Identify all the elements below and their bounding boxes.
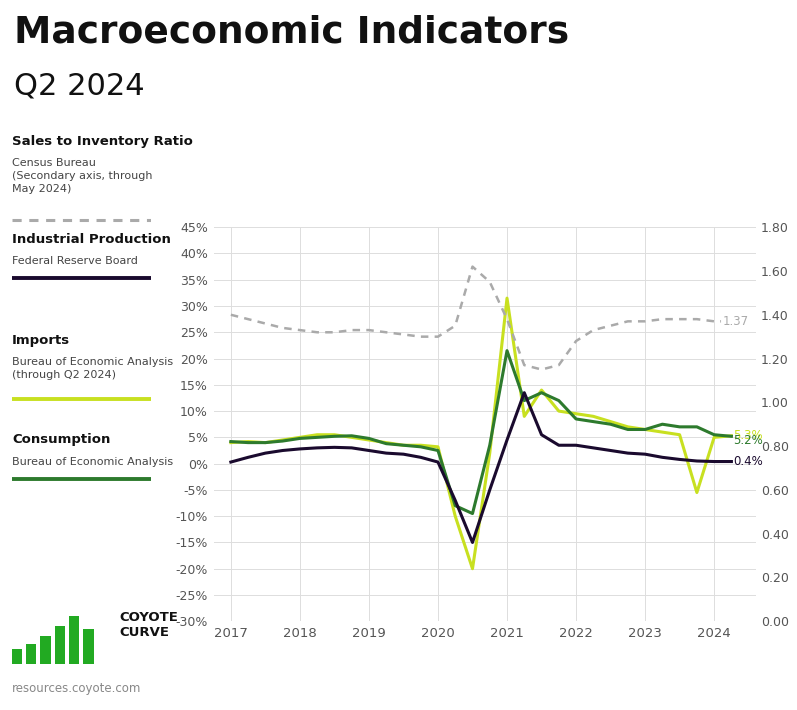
Text: 1.37: 1.37 <box>723 315 749 328</box>
Bar <box>54 626 65 664</box>
Text: resources.coyote.com: resources.coyote.com <box>12 682 141 694</box>
Text: Macroeconomic Indicators: Macroeconomic Indicators <box>14 14 570 50</box>
Text: Census Bureau
(Secondary axis, through
May 2024): Census Bureau (Secondary axis, through M… <box>12 158 152 194</box>
Text: COYOTE
CURVE: COYOTE CURVE <box>120 611 179 639</box>
Text: 5.2%: 5.2% <box>733 434 764 447</box>
Text: Bureau of Economic Analysis: Bureau of Economic Analysis <box>12 457 173 466</box>
Bar <box>26 644 37 664</box>
Text: Federal Reserve Board: Federal Reserve Board <box>12 256 138 266</box>
Bar <box>69 616 80 664</box>
Text: 5.3%: 5.3% <box>733 430 763 442</box>
Bar <box>11 649 22 664</box>
Text: 0.4%: 0.4% <box>733 455 764 468</box>
Text: Consumption: Consumption <box>12 433 110 446</box>
Bar <box>40 635 51 664</box>
Text: Sales to Inventory Ratio: Sales to Inventory Ratio <box>12 135 193 148</box>
Bar <box>83 628 94 664</box>
Text: Bureau of Economic Analysis
(through Q2 2024): Bureau of Economic Analysis (through Q2 … <box>12 357 173 380</box>
Text: Imports: Imports <box>12 334 70 346</box>
Text: Industrial Production: Industrial Production <box>12 233 171 246</box>
Text: Q2 2024: Q2 2024 <box>14 71 145 100</box>
